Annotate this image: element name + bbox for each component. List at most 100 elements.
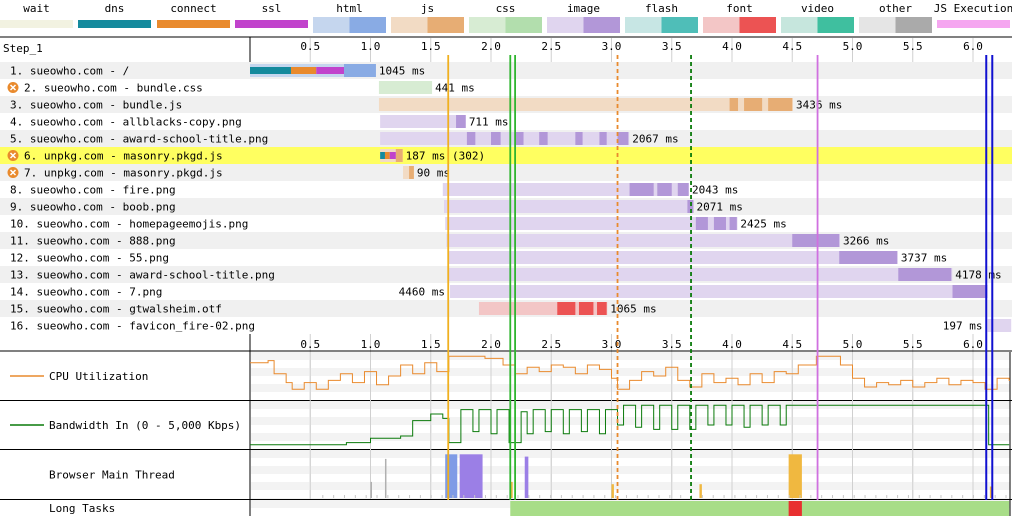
request-bar-download — [898, 268, 952, 281]
main-thread-tick — [539, 495, 541, 498]
main-thread-tick — [875, 495, 877, 498]
request-label: 10. sueowho.com - homepageemojis.png — [10, 218, 248, 231]
main-thread-tick — [842, 495, 844, 498]
axis-tick-label: 2.5 — [541, 338, 561, 351]
legend-swatch — [157, 20, 230, 28]
main-thread-activity — [611, 484, 614, 498]
legend-label: other — [879, 2, 912, 15]
axis-tick-label: 3.0 — [602, 40, 622, 53]
request-label: 16. sueowho.com - favicon_fire-02.png — [10, 320, 255, 333]
request-timing: 1045 ms — [379, 65, 425, 78]
request-timing: 2425 ms — [740, 218, 786, 231]
legend-label: connect — [170, 2, 216, 15]
main-thread-tick — [560, 495, 562, 498]
request-label: 14. sueowho.com - 7.png — [10, 286, 162, 299]
main-thread-tick — [365, 495, 367, 498]
legend-label: font — [726, 2, 753, 15]
legend-label: wait — [23, 2, 50, 15]
main-thread-tick — [745, 495, 747, 498]
request-bar — [378, 81, 433, 94]
main-thread-tick — [766, 495, 768, 498]
legend-swatch-light — [391, 17, 428, 33]
table-row — [0, 113, 1012, 130]
request-label: 9. sueowho.com - boob.png — [10, 201, 176, 214]
legend-label: html — [336, 2, 363, 15]
main-thread-tick — [810, 495, 812, 498]
request-bar-download — [456, 115, 466, 128]
request-bar-download — [792, 234, 840, 247]
request-bar-download — [695, 217, 708, 230]
axis-tick-label: 5.0 — [843, 338, 863, 351]
legend-label: dns — [105, 2, 125, 15]
request-bar-download — [491, 132, 501, 145]
request-bar — [403, 166, 414, 179]
axis-tick-label: 4.5 — [782, 40, 802, 53]
legend-swatch-light — [703, 17, 740, 33]
long-task — [510, 501, 1010, 516]
request-bar-download — [677, 183, 689, 196]
request-timing: 2071 ms — [697, 201, 743, 214]
legend-swatch-light — [625, 17, 662, 33]
request-bar — [445, 217, 738, 230]
request-bar-connect — [290, 67, 317, 74]
legend-swatch-light — [313, 17, 350, 33]
request-label: 11. sueowho.com - 888.png — [10, 235, 176, 248]
main-thread-tick — [615, 495, 617, 498]
panel-stripe — [251, 417, 1010, 425]
request-bar-download — [597, 302, 607, 315]
request-bar-download — [578, 302, 594, 315]
event-markers — [447, 55, 994, 500]
request-bar — [987, 319, 1012, 332]
main-thread-tick — [756, 495, 758, 498]
request-label: 4. sueowho.com - allblacks-copy.png — [10, 116, 242, 129]
request-bar-download — [768, 98, 793, 111]
request-bar-ssl — [389, 152, 396, 159]
main-thread-tick — [788, 495, 790, 498]
main-thread-tick — [973, 495, 974, 498]
legend-swatch-light — [781, 17, 818, 33]
main-thread-tick — [517, 495, 519, 498]
request-label: 6. unpkg.com - masonry.pkgd.js — [24, 150, 223, 163]
main-thread-tick — [734, 495, 736, 498]
axis-tick-label: 1.5 — [421, 338, 441, 351]
legend-swatch-light — [547, 17, 584, 33]
axis-tick-label: 4.0 — [722, 40, 742, 53]
legend-swatch-dark — [895, 17, 932, 33]
main-thread-activity — [370, 481, 372, 498]
request-bar-download — [466, 132, 476, 145]
main-thread-tick — [669, 495, 671, 498]
main-thread-tick — [886, 495, 888, 498]
request-bar — [378, 98, 793, 111]
panel-stripe — [251, 466, 1010, 474]
time-axis: 0.5 1.0 1.5 2.0 2.5 3.0 3.5 4.0 4.5 5.0 5.5 6.0 0.5 1… — [0, 40, 1012, 352]
request-bar-ssl — [316, 67, 344, 74]
request-timing: 3737 ms — [901, 252, 947, 265]
request-bar-download — [657, 183, 672, 196]
main-thread-activity — [788, 454, 802, 498]
request-bar-dns — [250, 67, 291, 74]
long-task — [788, 501, 802, 516]
request-bar-download — [539, 132, 548, 145]
main-thread-activity — [989, 486, 993, 498]
request-timing: 4460 ms — [399, 286, 445, 299]
main-thread-tick — [962, 495, 964, 498]
long-tasks-panel-label: Long Tasks — [49, 502, 115, 515]
request-bar — [444, 200, 694, 213]
legend-swatch-light — [469, 17, 506, 33]
legend-swatch — [235, 20, 308, 28]
request-bar — [448, 268, 953, 281]
request-label: 7. unpkg.com - masonry.pkgd.js — [24, 167, 223, 180]
request-bar-download — [744, 98, 763, 111]
axis-tick-label: 2.0 — [481, 40, 501, 53]
axis-tick-label: 4.0 — [722, 338, 742, 351]
main-thread-tick — [571, 495, 573, 498]
step-label: Step_1 — [3, 42, 43, 55]
request-label: 3. sueowho.com - bundle.js — [10, 99, 182, 112]
request-bar-download — [713, 217, 726, 230]
table-row — [0, 62, 1012, 79]
request-bar-download — [839, 251, 898, 264]
main-thread-tick — [701, 495, 703, 498]
main-thread-tick — [864, 495, 866, 498]
request-timing: 4178 ms — [955, 269, 1001, 282]
